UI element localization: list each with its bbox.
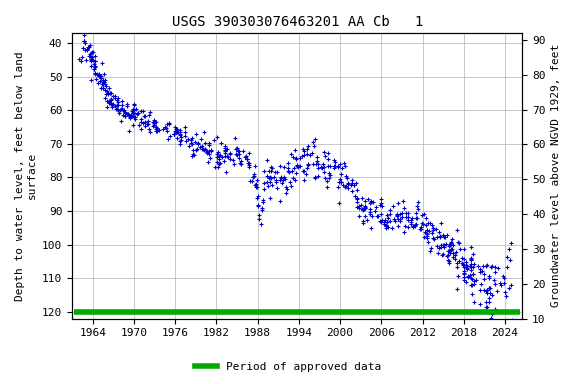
Y-axis label: Groundwater level above NGVD 1929, feet: Groundwater level above NGVD 1929, feet: [551, 44, 561, 307]
Legend: Period of approved data: Period of approved data: [191, 358, 385, 377]
Y-axis label: Depth to water level, feet below land
surface: Depth to water level, feet below land su…: [15, 51, 37, 301]
Title: USGS 390303076463201 AA Cb   1: USGS 390303076463201 AA Cb 1: [172, 15, 423, 29]
